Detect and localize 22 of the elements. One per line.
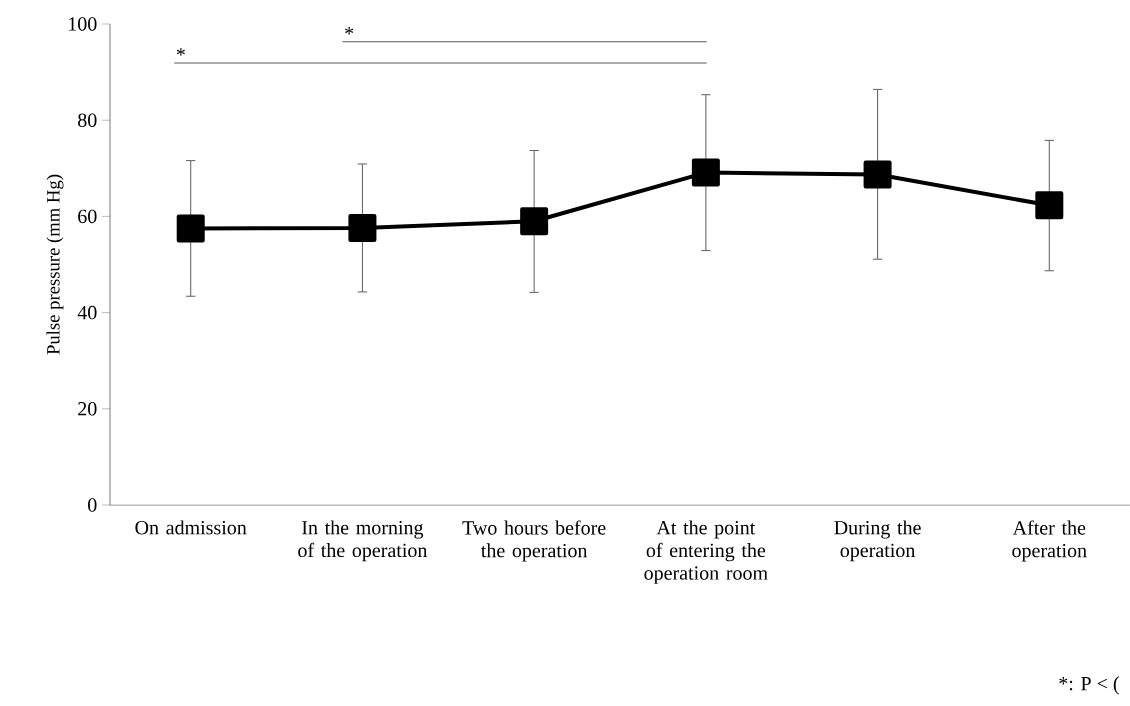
x-tick-label: On admission: [135, 520, 247, 535]
y-tick-label: 40: [77, 305, 97, 320]
y-axis-title: Pulse pressure (mm Hg): [46, 174, 64, 355]
point: [176, 214, 205, 243]
x-tick-label: Two hours before the operation: [462, 520, 606, 562]
x-tick-label: After the operation: [1012, 520, 1087, 562]
annotation: *: [345, 27, 354, 35]
point: [1035, 191, 1064, 220]
text: *: P < (: [1059, 676, 1119, 695]
y-tick-label: 60: [78, 209, 97, 224]
x-tick-label: During the operation: [834, 520, 921, 562]
y-tick-label: 20: [78, 402, 97, 416]
y-tick-label: 100: [69, 17, 97, 31]
point: [863, 160, 892, 189]
y-tick-label: 0: [88, 498, 97, 512]
point: [691, 158, 720, 187]
x-tick-label: In the morning of the operation: [298, 520, 428, 562]
y-tick-label: 80: [78, 113, 97, 127]
point: [348, 213, 377, 242]
point: [520, 207, 549, 236]
annotation: *: [176, 48, 185, 56]
x-tick-label: At the point of entering the operation room: [644, 520, 768, 584]
